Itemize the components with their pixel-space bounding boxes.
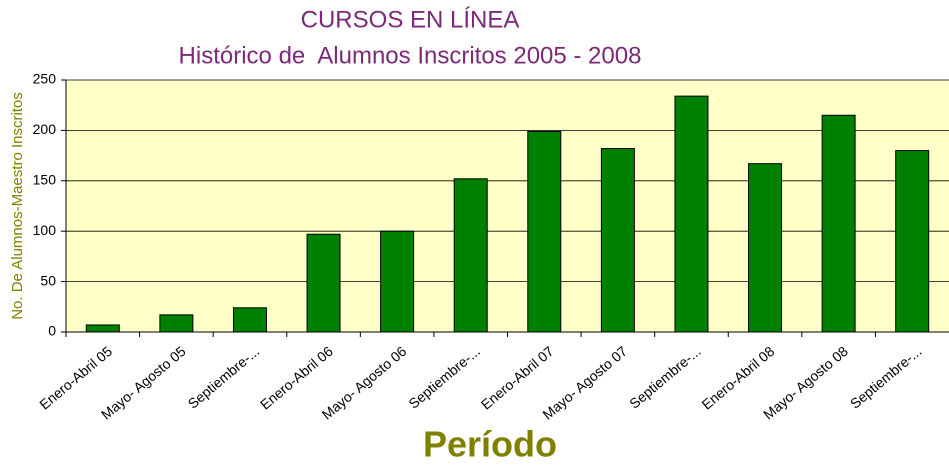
bar: [306, 233, 341, 333]
chart-subtitle: Histórico de Alumnos Inscritos 2005 - 20…: [179, 42, 642, 69]
bar: [748, 163, 783, 333]
bar: [600, 148, 635, 333]
y-tick-label: 0: [48, 323, 56, 339]
bar: [232, 307, 267, 333]
bar: [527, 130, 562, 333]
x-tick-label: Enero-Abril 07: [478, 343, 557, 413]
x-tick-label: Septiembre-...: [626, 343, 704, 412]
x-tick-label: Enero-Abril 06: [257, 343, 336, 413]
x-tick-label: Enero-Abril 08: [699, 343, 778, 413]
bar: [453, 178, 488, 333]
bar: [895, 150, 930, 333]
x-tick-label: Septiembre-...: [185, 343, 263, 412]
y-tick-label: 250: [33, 71, 57, 87]
x-tick-label: Enero-Abril 05: [36, 343, 115, 413]
y-tick-label: 150: [33, 172, 57, 188]
x-axis-label: Período: [423, 424, 557, 465]
bar: [380, 230, 415, 333]
x-tick-label: Septiembre-...: [405, 343, 483, 412]
plot-area: [66, 80, 949, 332]
y-axis-label: No. De Alumnos-Maestro Inscritos: [9, 92, 26, 320]
bar: [85, 324, 120, 333]
bar: [821, 114, 856, 333]
y-tick-label: 100: [33, 222, 57, 238]
y-tick-label: 200: [33, 121, 57, 137]
bar: [159, 314, 194, 333]
y-tick-label: 50: [40, 272, 56, 288]
chart-title: CURSOS EN LÍNEA: [301, 6, 520, 33]
bar: [674, 95, 709, 333]
x-tick-label: Septiembre-...: [847, 343, 925, 412]
